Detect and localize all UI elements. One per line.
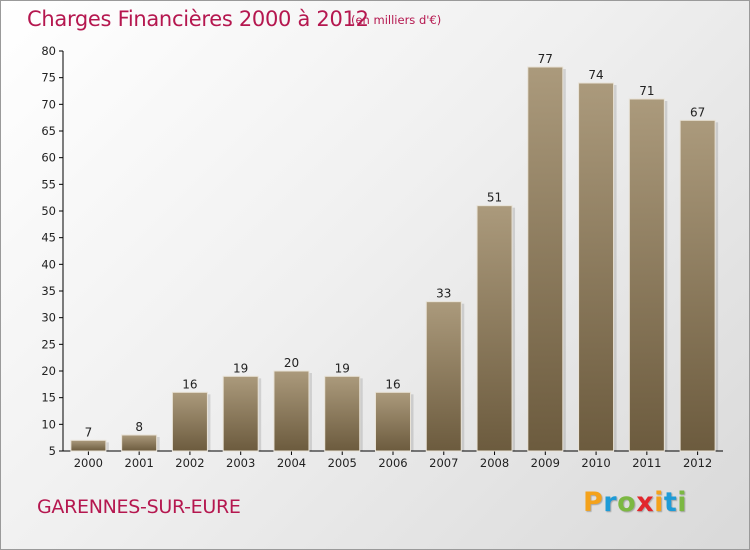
bar-value-label: 7 — [85, 425, 93, 439]
bar — [628, 98, 665, 452]
x-tick-label: 2007 — [429, 456, 458, 470]
y-tick-label: 20 — [41, 364, 56, 378]
bar — [679, 119, 716, 452]
x-tick-label: 2010 — [581, 456, 610, 470]
chart-axes: 5 10 15 20 25 30 35 40 45 50 55 60 65 70 75 80 2000 2001 2… — [41, 44, 723, 470]
bar-value-label: 77 — [538, 52, 553, 66]
y-tick-label: 15 — [41, 391, 56, 405]
logo-letter: r — [603, 487, 618, 518]
bar-value-label: 20 — [284, 356, 299, 370]
logo-letter: x — [636, 487, 655, 518]
y-tick-label: 65 — [41, 124, 56, 138]
bar-value-label: 19 — [233, 361, 248, 375]
x-tick-label: 2009 — [531, 456, 560, 470]
x-tick-label: 2000 — [74, 456, 103, 470]
bar — [324, 375, 361, 452]
bar — [70, 439, 107, 452]
bar — [375, 391, 411, 452]
x-tick-label: 2006 — [378, 456, 407, 470]
chart-bars — [70, 66, 719, 452]
x-tick-label: 2011 — [632, 456, 661, 470]
bar — [425, 301, 462, 452]
bar-value-label: 51 — [487, 191, 502, 205]
bar-value-label: 8 — [135, 420, 143, 434]
y-tick-label: 70 — [41, 97, 56, 111]
bar — [578, 82, 615, 452]
y-tick-label: 30 — [41, 311, 56, 325]
bar — [476, 205, 513, 452]
bar-value-label: 71 — [639, 84, 654, 98]
bar-value-label: 16 — [385, 377, 400, 391]
bar — [171, 391, 208, 452]
x-tick-label: 2002 — [175, 456, 204, 470]
chart-title: Charges Financières 2000 à 2012 — [27, 7, 369, 31]
logo-letter: t — [663, 487, 678, 518]
y-tick-label: 45 — [41, 231, 56, 245]
x-tick-label: 2005 — [328, 456, 357, 470]
x-tick-label: 2012 — [683, 456, 712, 470]
y-tick-label: 35 — [41, 284, 56, 298]
bar — [222, 375, 259, 452]
chart-subtitle: (en milliers d'€) — [351, 13, 442, 27]
y-tick-label: 55 — [41, 177, 56, 191]
y-tick-label: 80 — [41, 44, 56, 58]
y-tick-label: 60 — [41, 151, 56, 165]
bar — [121, 434, 158, 452]
bar-value-label: 74 — [588, 68, 603, 82]
commune-name: GARENNES-SUR-EURE — [37, 496, 241, 518]
x-tick-label: 2008 — [480, 456, 509, 470]
bar — [273, 370, 310, 452]
logo-letter: o — [617, 487, 637, 518]
bar-value-label: 33 — [436, 287, 451, 301]
logo-letter: i — [677, 487, 688, 518]
y-tick-label: 10 — [41, 417, 56, 431]
proxiti-logo[interactable]: Proxiti — [583, 487, 687, 518]
bar — [527, 66, 564, 452]
x-tick-label: 2001 — [125, 456, 154, 470]
bar-value-label: 67 — [690, 105, 705, 119]
logo-letter: i — [654, 487, 664, 518]
y-tick-label: 5 — [49, 444, 56, 458]
y-tick-label: 75 — [41, 71, 56, 85]
x-tick-label: 2003 — [226, 456, 255, 470]
y-tick-label: 40 — [41, 257, 56, 271]
x-tick-label: 2004 — [277, 456, 306, 470]
chart-labels: 7 8 16 19 20 19 16 33 51 77 74 71 67 — [85, 52, 706, 439]
bar-value-label: 16 — [182, 377, 197, 391]
y-tick-label: 25 — [41, 337, 56, 351]
bar-value-label: 19 — [335, 361, 350, 375]
y-tick-label: 50 — [41, 204, 56, 218]
logo-letter: P — [583, 487, 604, 518]
